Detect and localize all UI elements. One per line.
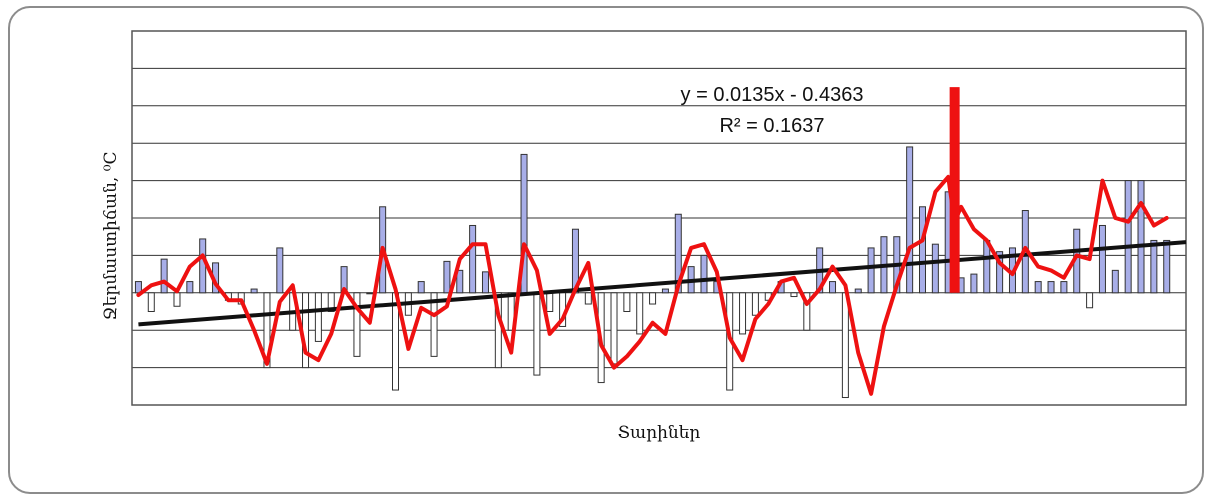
data-bar <box>867 247 875 294</box>
data-bar <box>417 281 425 294</box>
data-bar <box>1137 180 1145 294</box>
line-series <box>136 87 1187 396</box>
data-bar <box>469 224 477 294</box>
data-bar <box>636 292 644 335</box>
data-bar <box>546 292 554 312</box>
data-bar <box>803 292 811 331</box>
data-bar <box>751 292 759 316</box>
data-bar <box>314 292 322 342</box>
data-bar <box>456 269 464 294</box>
trendline <box>138 240 1187 327</box>
data-bar <box>443 260 451 294</box>
x-axis-label: Տարիներ <box>618 423 701 443</box>
data-bar <box>430 292 438 357</box>
data-bar <box>1060 281 1068 294</box>
data-bar <box>160 258 168 294</box>
data-bar <box>841 292 849 399</box>
data-bar <box>854 288 862 294</box>
data-bar <box>186 281 194 294</box>
data-bar <box>983 239 991 294</box>
trendline-equation: y = 0.0135x - 0.4363 <box>681 84 864 106</box>
data-bar <box>661 288 669 294</box>
data-bar <box>610 292 618 365</box>
data-bar <box>494 292 502 369</box>
data-bar <box>276 247 284 294</box>
data-bar <box>302 292 310 369</box>
data-bar <box>1086 292 1094 309</box>
data-bar <box>481 271 489 294</box>
data-bar <box>199 238 207 294</box>
data-bar <box>1111 269 1119 294</box>
data-bar <box>1150 239 1158 294</box>
corner-label <box>1094 0 1216 10</box>
data-bar <box>353 292 361 357</box>
data-bar <box>970 273 978 294</box>
data-bar <box>533 292 541 376</box>
data-bar <box>1034 281 1042 294</box>
temperature-chart: y = 0.0135x - 0.4363 R² = 0.1637 Ջերմաստ… <box>101 30 1187 443</box>
data-bar <box>1163 239 1171 294</box>
data-bar <box>649 292 657 305</box>
y-axis-label: Ջերմաստիճան, ⁰C <box>101 151 121 320</box>
data-bar <box>790 292 798 298</box>
smoothed-line <box>136 174 1169 396</box>
data-bar <box>919 206 926 294</box>
trendline-r2: R² = 0.1637 <box>719 115 824 137</box>
chart-frame: y = 0.0135x - 0.4363 R² = 0.1637 Ջերմաստ… <box>8 6 1204 494</box>
data-bar <box>1047 281 1055 294</box>
plot-area-border <box>131 30 1187 406</box>
data-bar <box>1124 180 1132 294</box>
data-bar <box>1098 224 1106 294</box>
data-bar <box>996 251 1004 294</box>
data-bar <box>327 292 335 312</box>
data-bar <box>623 292 631 312</box>
data-bar <box>700 254 708 294</box>
data-bar <box>584 292 592 305</box>
data-bar <box>366 292 374 295</box>
data-bar <box>829 281 837 294</box>
data-bar <box>173 292 181 307</box>
data-bar <box>147 292 155 312</box>
data-bar <box>739 292 747 335</box>
data-bar <box>250 288 258 294</box>
data-bar <box>906 146 914 294</box>
data-bar <box>931 243 939 294</box>
data-bar <box>263 292 271 369</box>
